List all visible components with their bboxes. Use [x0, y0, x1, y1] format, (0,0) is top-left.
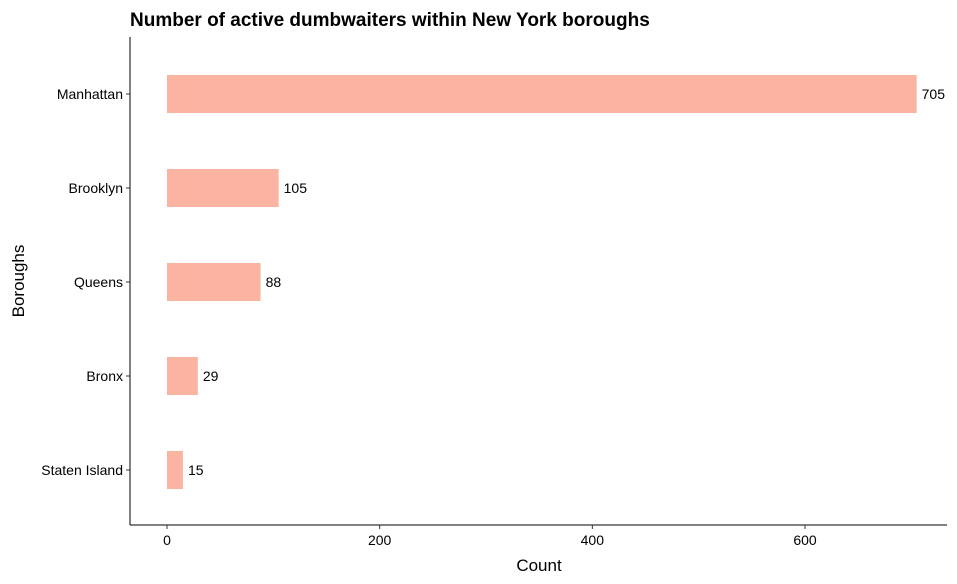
data-label-queens: 88	[266, 274, 282, 290]
bars-group	[167, 75, 917, 489]
x-tick-label: 0	[163, 532, 171, 548]
bar-brooklyn	[167, 169, 279, 207]
data-label-brooklyn: 105	[284, 180, 308, 196]
y-axis-ticks: Manhattan Brooklyn Queens Bronx Staten Islan…	[41, 86, 130, 478]
x-tick-label: 200	[368, 532, 392, 548]
y-tick-label: Brooklyn	[69, 180, 123, 196]
x-tick-label: 400	[581, 532, 605, 548]
y-tick-label: Staten Island	[41, 462, 123, 478]
chart-title: Number of active dumbwaiters within New …	[130, 10, 650, 31]
bar-manhattan	[167, 75, 917, 113]
x-axis-label: Count	[516, 556, 562, 575]
y-tick-label: Queens	[74, 274, 123, 290]
data-label-manhattan: 705	[922, 86, 946, 102]
y-axis-label: Boroughs	[9, 245, 28, 318]
x-tick-label: 600	[793, 532, 817, 548]
bar-bronx	[167, 357, 198, 395]
bar-staten-island	[167, 451, 183, 489]
data-label-staten-island: 15	[188, 462, 204, 478]
bar-queens	[167, 263, 261, 301]
data-label-bronx: 29	[203, 368, 219, 384]
data-labels-group: 705 105 88 29 15	[188, 86, 945, 478]
y-tick-label: Manhattan	[57, 86, 123, 102]
y-tick-label: Bronx	[86, 368, 123, 384]
x-axis-ticks: 0 200 400 600	[163, 525, 817, 548]
